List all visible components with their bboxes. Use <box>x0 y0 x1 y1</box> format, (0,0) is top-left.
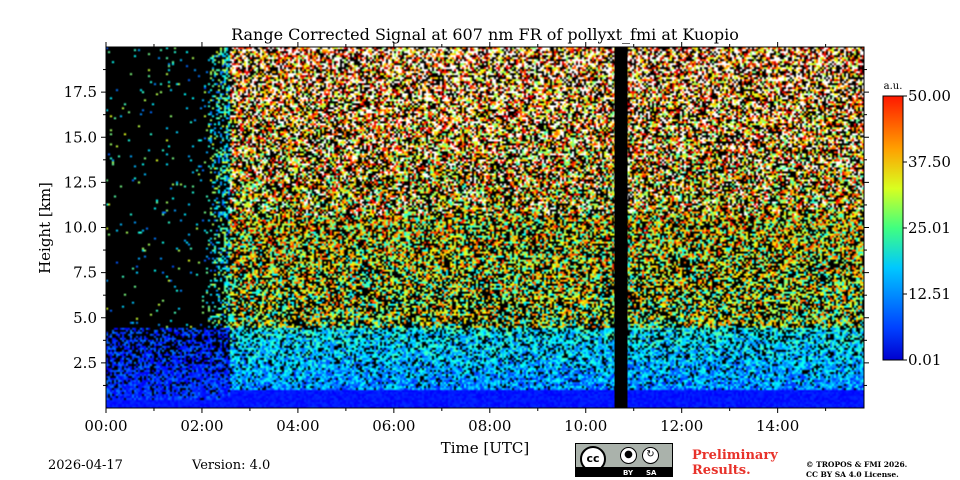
colorbar-tick-label: 12.51 <box>908 285 951 303</box>
copyright-line-2: CC BY SA 4.0 License. <box>806 470 899 479</box>
x-tick-label: 02:00 <box>180 417 223 435</box>
x-tick-label: 04:00 <box>276 417 319 435</box>
y-tick-label: 2.5 <box>73 354 97 372</box>
x-tick-label: 10:00 <box>564 417 607 435</box>
data-gap-bar <box>614 47 628 408</box>
preliminary-line-2: Results. <box>692 463 751 478</box>
x-tick-label: 00:00 <box>84 417 127 435</box>
y-tick-label: 12.5 <box>64 173 97 191</box>
colorbar-ticks: 0.01 12.51 25.01 37.50 50.00 <box>903 87 951 369</box>
x-tick-label: 14:00 <box>756 417 799 435</box>
x-axis: 00:00 02:00 04:00 06:00 08:00 10:00 12:00 14:00 <box>84 42 827 435</box>
footer-date: 2026-04-17 <box>48 458 123 473</box>
x-tick-label: 08:00 <box>468 417 511 435</box>
y-tick-label: 5.0 <box>73 309 97 327</box>
license-sa-text: SA <box>646 469 657 477</box>
y-tick-label: 7.5 <box>73 264 97 282</box>
preliminary-results-note: Preliminary Results. <box>692 448 778 478</box>
x-axis-label: Time [UTC] <box>441 439 530 457</box>
colorbar: a.u. 0.01 12.51 25.01 37.50 50.00 <box>882 81 951 369</box>
chart-title: Range Corrected Signal at 607 nm FR of p… <box>231 25 739 44</box>
share-alike-icon: ↻ <box>642 447 659 464</box>
y-axis: 2.5 5.0 7.5 10.0 12.5 15.0 17.5 <box>64 69 869 386</box>
y-tick-label: 10.0 <box>64 219 97 237</box>
signal-heatmap <box>106 47 864 408</box>
colorbar-tick-label: 0.01 <box>908 351 941 369</box>
colorbar-unit-label: a.u. <box>884 81 903 92</box>
preliminary-line-1: Preliminary <box>692 448 778 463</box>
colorbar-tick-label: 37.50 <box>908 153 951 171</box>
colorbar-gradient <box>882 95 904 361</box>
person-icon: ● <box>620 447 637 464</box>
colorbar-tick-label: 25.01 <box>908 219 951 237</box>
copyright-note: © TROPOS & FMI 2026. CC BY SA 4.0 Licens… <box>806 460 907 480</box>
y-tick-label: 17.5 <box>64 83 97 101</box>
copyright-line-1: © TROPOS & FMI 2026. <box>806 460 908 469</box>
license-strip <box>576 467 672 476</box>
x-tick-label: 12:00 <box>660 417 703 435</box>
plot-area <box>105 46 865 409</box>
y-tick-label: 15.0 <box>64 128 97 146</box>
footer-version: Version: 4.0 <box>192 458 271 473</box>
license-by-text: BY <box>623 469 634 477</box>
colorbar-tick-label: 50.00 <box>908 87 951 105</box>
cc-license-badge: cc ● ↻ BY SA <box>575 443 673 477</box>
x-tick-label: 06:00 <box>372 417 415 435</box>
y-axis-label: Height [km] <box>36 182 54 274</box>
